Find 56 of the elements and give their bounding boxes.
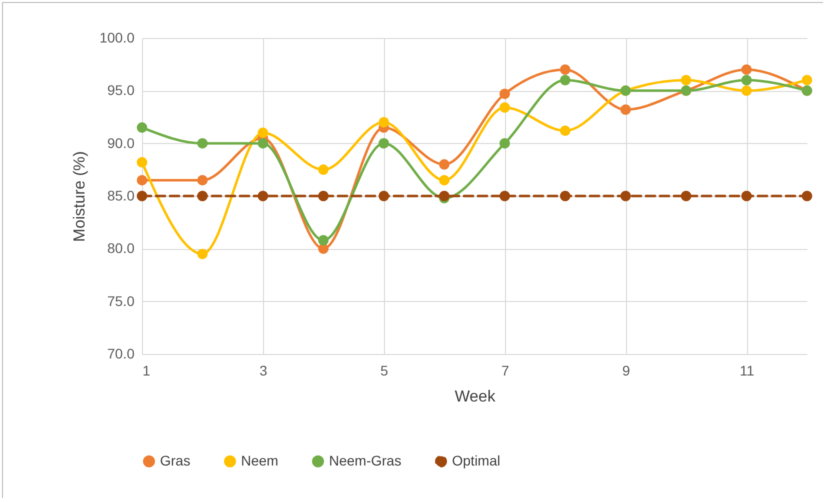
y-tick-label: 90.0 <box>107 134 135 151</box>
point <box>560 64 570 75</box>
point <box>802 190 812 202</box>
y-tick-label: 95.0 <box>107 82 135 98</box>
point <box>136 190 148 202</box>
point <box>378 117 390 128</box>
point <box>680 74 692 86</box>
point <box>136 174 148 186</box>
legend-label: Neem-Gras <box>329 452 402 468</box>
y-tick-label: 85.0 <box>107 188 135 204</box>
point <box>136 157 148 168</box>
point <box>378 190 390 202</box>
point <box>560 190 570 202</box>
point <box>197 248 208 260</box>
x-axis-title: Week <box>454 388 496 406</box>
point <box>620 104 631 115</box>
x-tick-label: 3 <box>260 362 268 378</box>
point <box>741 190 752 202</box>
point <box>499 88 510 100</box>
point <box>258 138 268 149</box>
point <box>378 138 390 149</box>
point <box>439 159 450 170</box>
legend-label: Gras <box>160 452 190 468</box>
point <box>318 190 329 202</box>
point <box>136 122 148 133</box>
legend-label: Optimal <box>452 452 500 468</box>
y-tick-label: 100.0 <box>99 30 135 46</box>
x-tick-label: 5 <box>380 362 388 378</box>
point <box>197 138 208 149</box>
x-tick-label: 1 <box>142 362 150 378</box>
y-axis-title: Moisture (%) <box>71 151 88 242</box>
point <box>560 125 570 136</box>
x-tick-label: 9 <box>622 362 630 378</box>
point <box>620 190 631 202</box>
legend-label: Neem <box>241 452 278 468</box>
y-tick-label: 75.0 <box>107 292 135 309</box>
x-tick-label: 7 <box>501 362 510 378</box>
point <box>439 174 450 186</box>
point <box>560 74 570 86</box>
point <box>318 164 329 175</box>
point <box>741 85 752 96</box>
point <box>499 190 510 202</box>
x-tick-label: 11 <box>740 362 755 378</box>
point <box>258 190 268 202</box>
point <box>680 190 692 202</box>
point <box>318 235 329 246</box>
point <box>499 138 510 149</box>
point <box>741 74 752 86</box>
point <box>258 128 268 138</box>
point <box>197 174 208 186</box>
point <box>197 190 208 202</box>
point <box>741 64 752 75</box>
y-tick-label: 70.0 <box>107 346 135 362</box>
point <box>499 102 510 113</box>
point <box>802 74 812 86</box>
y-tick-label: 80.0 <box>107 240 135 256</box>
